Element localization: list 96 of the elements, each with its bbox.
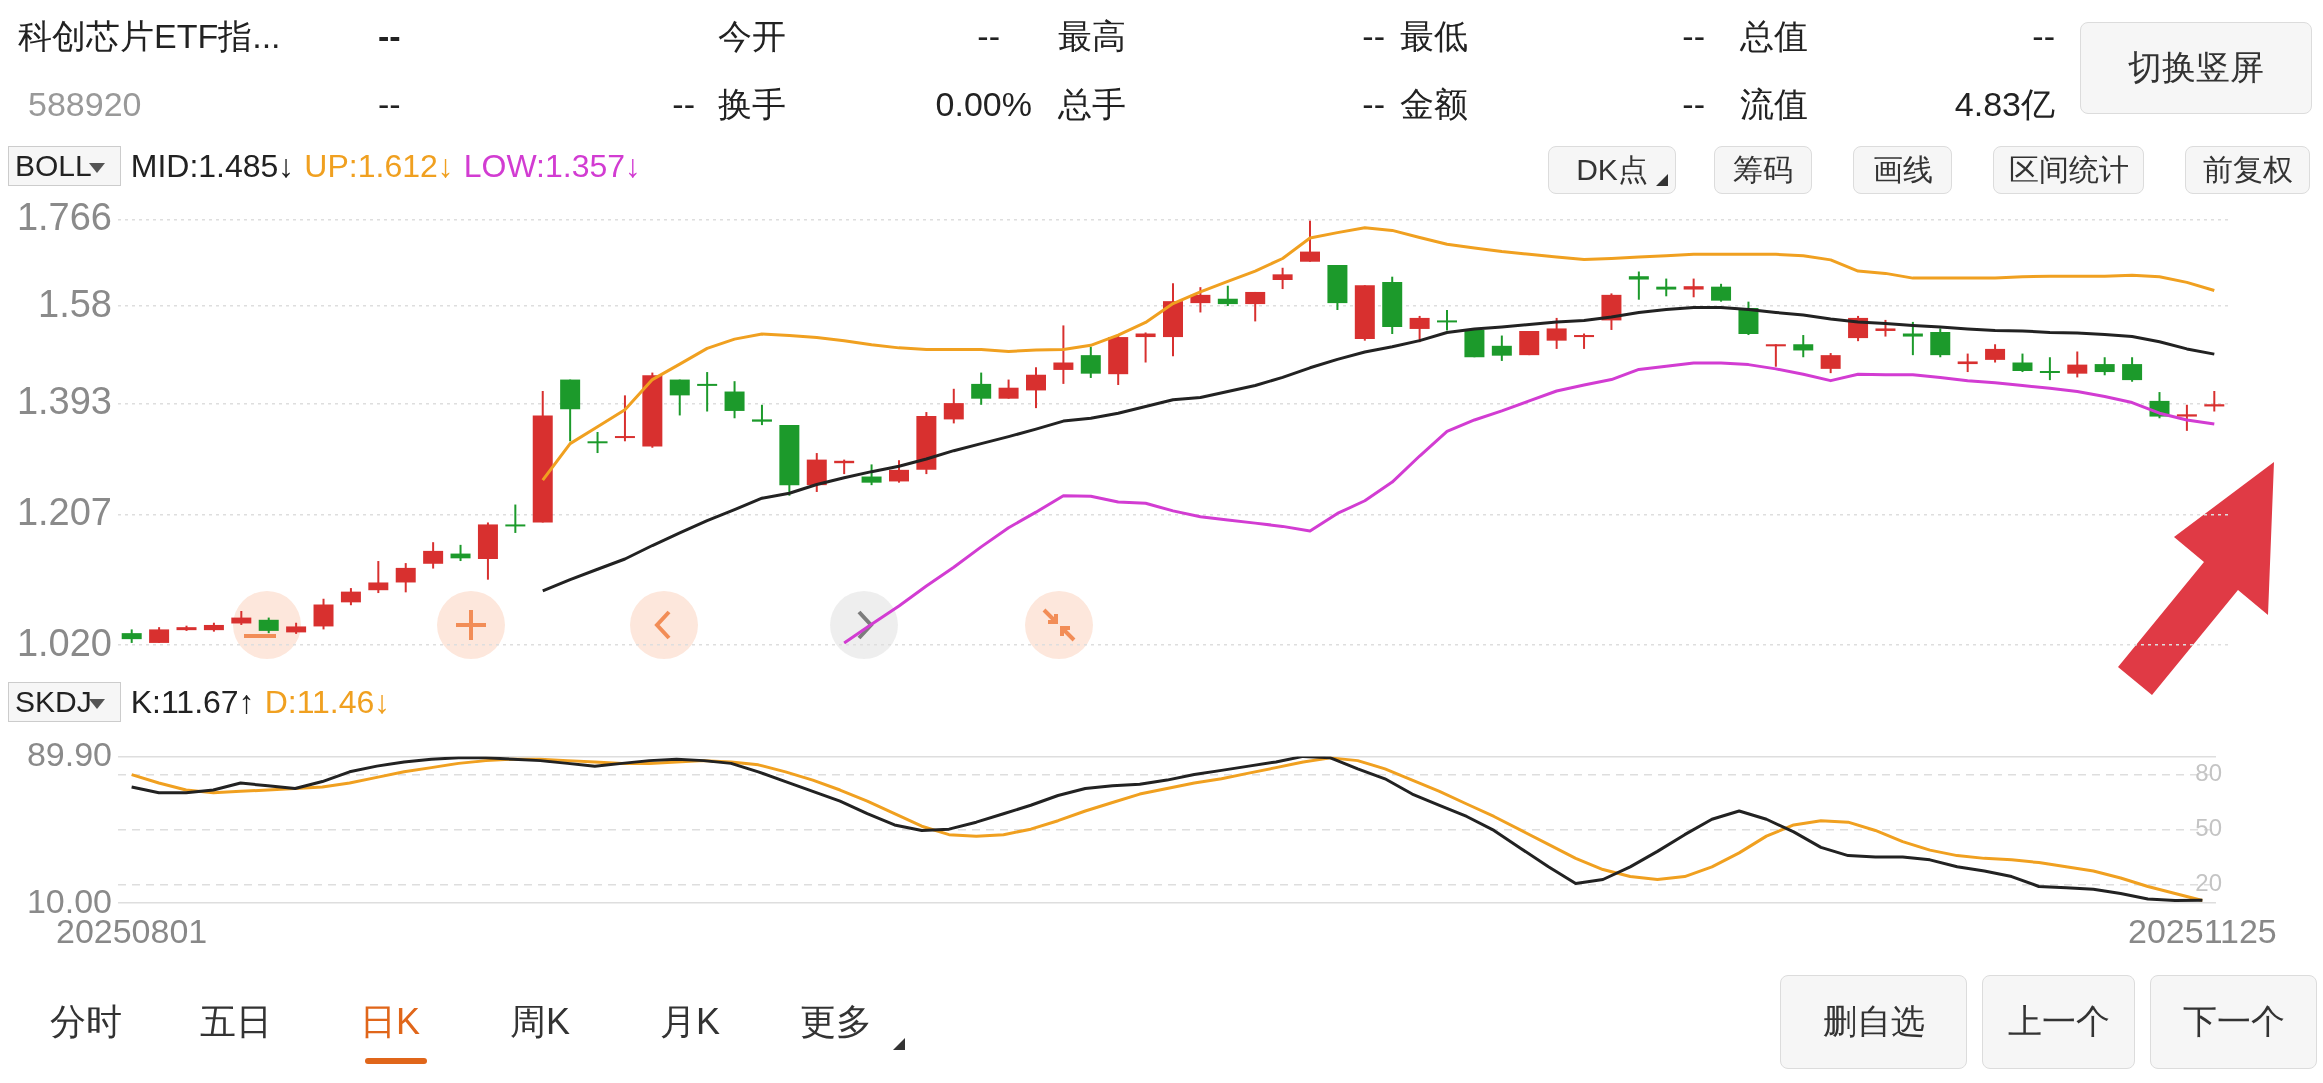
- candlestick: [2012, 352, 2033, 374]
- series-label: D:11.46↓: [264, 683, 391, 721]
- text: MID:1.485↓: [130, 147, 295, 185]
- candlestick: [614, 394, 635, 443]
- text: 筹码: [1714, 146, 1812, 194]
- text: --: [977, 15, 1000, 57]
- candlestick: [1272, 266, 1293, 291]
- candlestick: [1245, 290, 1266, 323]
- candlestick: [2039, 356, 2060, 382]
- y-tick-label: 1.207: [16, 491, 112, 534]
- candlestick: [313, 597, 334, 631]
- text: 删自选: [1780, 975, 1967, 1069]
- text: 总手: [1058, 83, 1126, 125]
- text: 画线: [1853, 146, 1952, 194]
- text: --: [1362, 83, 1385, 125]
- candlestick: [1300, 219, 1321, 263]
- text: 换手: [718, 83, 786, 125]
- text: 前复权: [2185, 146, 2310, 194]
- candlestick: [1985, 343, 2006, 364]
- text: --: [1362, 15, 1385, 57]
- candlestick: [1683, 277, 1704, 299]
- text: DK点: [1548, 146, 1676, 194]
- text: --: [378, 83, 401, 125]
- candlestick: [1546, 316, 1567, 350]
- candlestick: [1437, 308, 1458, 332]
- candlestick: [1053, 324, 1074, 385]
- candlestick: [587, 431, 608, 455]
- candlestick: [1025, 366, 1046, 410]
- candlestick: [423, 541, 444, 570]
- candlestick: [2094, 356, 2115, 377]
- candlestick: [368, 560, 389, 595]
- text: 下一个: [2150, 975, 2317, 1069]
- candlestick: [2067, 350, 2088, 379]
- text: 4.83亿: [1954, 83, 2055, 125]
- candlestick: [1765, 343, 1786, 368]
- candlestick: [1217, 284, 1238, 308]
- text: 上一个: [1982, 975, 2135, 1069]
- text: 总值: [1740, 15, 1808, 57]
- candlestick: [697, 371, 718, 413]
- candlestick: [1080, 345, 1101, 379]
- y-tick-label: 1.766: [16, 196, 112, 239]
- candlestick: [1190, 286, 1211, 314]
- text: SKDJ: [8, 682, 121, 722]
- text: LOW:1.357↓: [463, 147, 642, 185]
- candlestick: [1491, 334, 1512, 362]
- candlestick: [2176, 403, 2197, 432]
- candlestick: [1820, 352, 1841, 375]
- text: UP:1.612↓: [304, 147, 454, 185]
- y2-tick-label: 50: [2195, 814, 2222, 842]
- candlestick: [888, 459, 909, 484]
- candlestick: [505, 503, 526, 534]
- text: 月K: [660, 999, 721, 1043]
- chart-subtitle: 588920: [28, 83, 142, 125]
- text: BOLL: [8, 146, 121, 186]
- text: 最低: [1400, 15, 1468, 57]
- text: 分时: [50, 999, 122, 1043]
- y-tick-label: 1.393: [16, 380, 112, 423]
- text: 最高: [1058, 15, 1126, 57]
- y-tick-label: 1.58: [38, 282, 112, 325]
- text: --: [1682, 83, 1705, 125]
- text: --: [2032, 15, 2055, 57]
- candlestick: [724, 380, 745, 420]
- text: 更多: [800, 999, 872, 1043]
- text: 今开: [718, 15, 786, 57]
- candlestick: [751, 403, 772, 427]
- candlestick: [1628, 270, 1649, 301]
- y-tick-label: 89.90: [26, 734, 112, 773]
- text: 0.00%: [935, 83, 1032, 125]
- text: 切换竖屏: [2080, 22, 2312, 114]
- text: 日K: [360, 999, 421, 1043]
- text: --: [672, 83, 695, 125]
- candlestick: [1930, 327, 1951, 359]
- x-tick-label: 20251125: [2128, 911, 2277, 950]
- text: K:11.67↑: [130, 683, 255, 721]
- text: --: [378, 15, 401, 57]
- text: 金额: [1400, 83, 1468, 125]
- candlestick: [2122, 356, 2143, 383]
- text: 区间统计: [1993, 146, 2144, 194]
- candlestick: [861, 463, 882, 487]
- text: --: [1682, 15, 1705, 57]
- y-tick-label: 10.00: [26, 881, 112, 920]
- y2-tick-label: 80: [2195, 759, 2222, 787]
- chart-title: 科创芯片ETF指...: [18, 15, 281, 57]
- candlestick: [1902, 320, 1923, 357]
- text: 五日: [200, 999, 272, 1043]
- candlestick: [395, 562, 416, 594]
- text: 周K: [510, 999, 571, 1043]
- candlestick: [1793, 334, 1814, 359]
- candlestick: [943, 387, 964, 425]
- candlestick: [669, 378, 690, 417]
- candlestick: [971, 371, 992, 406]
- candlestick: [998, 378, 1019, 400]
- candlestick: [1957, 352, 1978, 374]
- text: 流值: [1740, 83, 1808, 125]
- y-tick-label: 1.020: [16, 621, 112, 664]
- y2-tick-label: 20: [2195, 869, 2222, 897]
